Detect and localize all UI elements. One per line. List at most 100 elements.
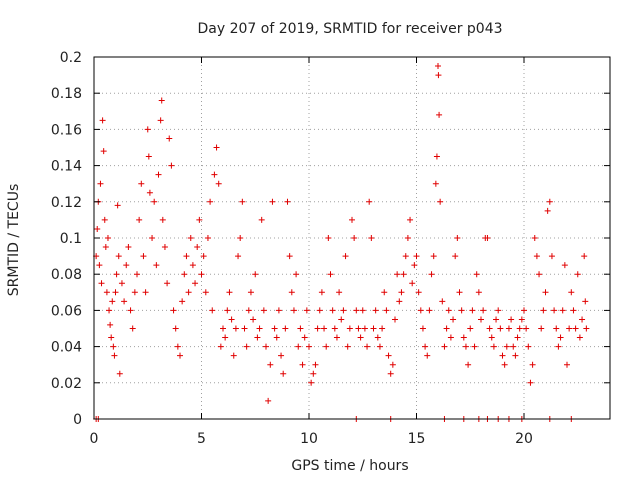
data-point bbox=[211, 171, 218, 178]
data-point bbox=[566, 325, 573, 332]
data-point bbox=[435, 72, 442, 79]
data-point bbox=[510, 343, 517, 350]
data-point bbox=[183, 253, 190, 260]
data-point bbox=[325, 235, 332, 241]
data-point bbox=[121, 298, 128, 305]
data-point bbox=[153, 262, 160, 269]
data-point bbox=[299, 361, 306, 368]
data-point bbox=[213, 144, 220, 151]
data-point bbox=[462, 343, 469, 350]
data-point bbox=[409, 280, 416, 287]
data-point bbox=[381, 289, 388, 296]
data-point bbox=[540, 307, 547, 314]
data-point bbox=[252, 271, 259, 278]
data-point bbox=[288, 289, 295, 296]
data-point bbox=[355, 325, 362, 332]
data-point bbox=[98, 280, 105, 287]
data-point bbox=[514, 334, 521, 341]
data-point bbox=[290, 307, 297, 314]
data-point bbox=[159, 216, 166, 223]
data-point bbox=[579, 316, 586, 323]
data-point bbox=[426, 307, 433, 314]
data-point bbox=[235, 253, 242, 260]
data-point bbox=[394, 271, 401, 278]
data-point bbox=[161, 244, 168, 251]
data-point bbox=[559, 307, 566, 314]
y-axis-label: SRMTID / TECUs bbox=[6, 184, 22, 297]
data-point bbox=[582, 298, 589, 305]
data-point bbox=[140, 253, 147, 260]
data-point bbox=[245, 307, 252, 314]
data-point bbox=[398, 289, 405, 296]
data-point bbox=[106, 307, 113, 314]
data-point bbox=[308, 379, 315, 386]
data-point bbox=[456, 289, 463, 296]
data-point bbox=[512, 352, 519, 359]
data-point bbox=[181, 271, 188, 278]
data-point bbox=[576, 334, 583, 341]
data-point bbox=[100, 148, 107, 155]
data-point bbox=[280, 370, 287, 377]
data-point bbox=[531, 235, 538, 241]
data-point bbox=[574, 271, 581, 278]
data-point bbox=[536, 271, 543, 278]
data-point bbox=[115, 253, 122, 260]
data-point bbox=[239, 198, 246, 205]
data-point bbox=[295, 343, 302, 350]
data-point bbox=[258, 216, 265, 223]
axis-ticks bbox=[93, 56, 610, 420]
data-point bbox=[439, 298, 446, 305]
data-point bbox=[333, 334, 340, 341]
data-point bbox=[207, 198, 214, 205]
data-point bbox=[275, 307, 282, 314]
data-point bbox=[267, 361, 274, 368]
data-point bbox=[460, 334, 467, 341]
data-point bbox=[480, 307, 487, 314]
data-point bbox=[551, 307, 558, 314]
data-point bbox=[146, 189, 153, 196]
data-point bbox=[293, 271, 300, 278]
data-point bbox=[138, 180, 145, 187]
data-point bbox=[342, 253, 349, 260]
data-point bbox=[379, 325, 386, 332]
data-point bbox=[564, 361, 570, 368]
x-tick-label: 15 bbox=[408, 431, 426, 447]
data-point bbox=[230, 352, 237, 359]
data-point bbox=[108, 334, 115, 341]
y-tick-label: 0 bbox=[73, 412, 82, 428]
data-point bbox=[323, 343, 330, 350]
data-point bbox=[445, 307, 452, 314]
data-point bbox=[361, 325, 368, 332]
data-point bbox=[131, 289, 138, 296]
data-point bbox=[441, 343, 448, 350]
data-point bbox=[338, 316, 345, 323]
data-point bbox=[166, 135, 173, 142]
data-point bbox=[265, 397, 272, 404]
data-point bbox=[508, 316, 515, 323]
data-point bbox=[312, 361, 319, 368]
data-point bbox=[107, 321, 114, 328]
grid-lines bbox=[94, 57, 610, 419]
data-point bbox=[310, 370, 317, 377]
data-point bbox=[478, 316, 484, 323]
data-point bbox=[555, 343, 562, 350]
data-point bbox=[570, 307, 577, 314]
y-tick-label: 0.16 bbox=[51, 122, 82, 138]
data-point bbox=[465, 361, 472, 368]
y-tick-label: 0.08 bbox=[51, 267, 82, 283]
y-tick-label: 0.18 bbox=[51, 86, 82, 102]
data-point bbox=[286, 253, 293, 260]
data-point bbox=[387, 370, 394, 377]
data-point bbox=[424, 352, 431, 359]
data-point bbox=[529, 361, 536, 368]
data-point bbox=[368, 235, 375, 241]
data-point bbox=[157, 117, 164, 124]
data-point bbox=[572, 325, 579, 332]
data-point bbox=[344, 343, 351, 350]
data-point bbox=[523, 325, 530, 332]
data-point bbox=[428, 271, 435, 278]
data-point bbox=[263, 343, 269, 350]
data-point bbox=[97, 180, 104, 187]
data-point bbox=[353, 307, 360, 314]
data-point bbox=[109, 298, 116, 305]
